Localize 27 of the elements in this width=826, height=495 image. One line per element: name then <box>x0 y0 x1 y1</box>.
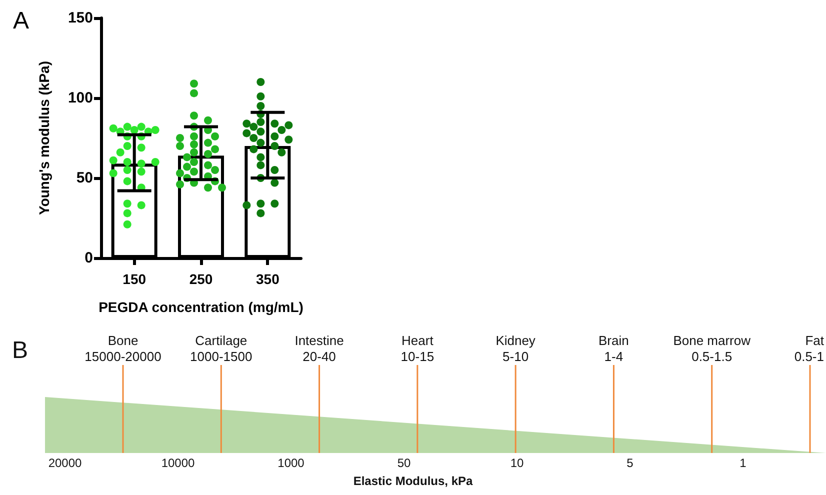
text: Fat 0.5-1 <box>794 333 824 364</box>
category-label: 1 <box>738 455 748 471</box>
category-label: 20000 <box>47 455 83 471</box>
y-axis-title: Young's modulus (kPa) <box>36 61 52 215</box>
text: Bone 15000-20000 <box>84 333 162 365</box>
text: Elastic Modulus, kPa <box>352 473 474 489</box>
text: Heart 10-15 <box>400 333 436 365</box>
text: Cartilage 1000-1500 <box>189 333 254 365</box>
y-tick-label: 100 <box>68 90 93 106</box>
text: B <box>12 337 28 365</box>
x-tick-label: 350 <box>256 271 280 287</box>
text: Kidney 5-10 <box>494 333 536 365</box>
text: Brain 1-4 <box>598 333 630 365</box>
x-tick-label: 150 <box>122 271 146 287</box>
x-tick-label: 250 <box>189 271 213 287</box>
text: Bone marrow 0.5-1.5 <box>672 333 752 365</box>
text: Intestine 20-40 <box>294 333 345 365</box>
y-tick-label: 0 <box>84 250 93 266</box>
category-label: 1000 <box>276 455 306 471</box>
category-label: 50 <box>396 455 412 471</box>
category-label: 10 <box>509 455 525 471</box>
chart-title: A <box>13 8 30 34</box>
category-label: 5 <box>626 455 634 471</box>
x-axis-title: PEGDA concentration (mg/mL) <box>98 299 304 315</box>
category-label: 10000 <box>160 455 196 471</box>
y-tick-label: 50 <box>76 170 93 186</box>
y-tick-label: 150 <box>68 10 93 26</box>
